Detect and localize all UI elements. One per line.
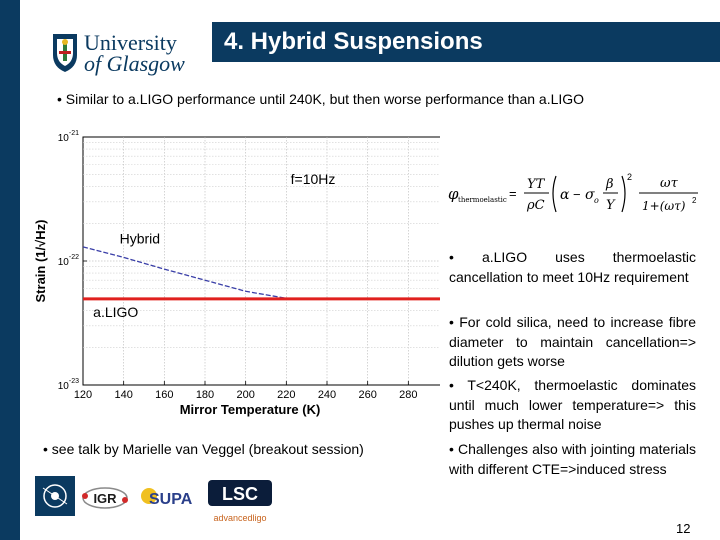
x-tick-label: 280: [399, 389, 417, 401]
formula-den1: ρC: [526, 198, 545, 213]
formula-sigma-sub: o: [594, 196, 599, 205]
x-tick-label: 220: [277, 389, 295, 401]
advligo-text: advancedligo: [213, 513, 266, 523]
x-tick-label: 140: [114, 389, 132, 401]
annotation-f10hz: f=10Hz: [291, 171, 336, 187]
strain-temperature-chart: 12014016018020022024026028030010-2110-22…: [33, 130, 440, 417]
igr-logo: IGR: [82, 487, 128, 509]
y-axis-label: Strain (1/√Hz): [33, 220, 48, 303]
thermoelastic-formula: φ thermoelastic = YT ρC α − σ o β Y 2 ωτ…: [448, 172, 698, 213]
formula-exp3: 2: [692, 196, 697, 205]
formula-equals: =: [509, 186, 517, 201]
right-bullet-2: • For cold silica, need to increase fibr…: [449, 314, 696, 369]
formula-wt: ωτ: [660, 176, 679, 191]
igr-text: IGR: [93, 491, 117, 506]
logo-line-2: of Glasgow: [84, 51, 185, 76]
supa-logo: SUPA: [141, 488, 193, 508]
supa-text: SUPA: [149, 491, 193, 508]
slide-title: 4. Hybrid Suspensions: [212, 22, 720, 62]
logo-line-1: University: [84, 30, 177, 55]
formula-lhs-sub: thermoelastic: [458, 196, 507, 204]
formula-den-y: Y: [606, 198, 616, 213]
y-tick-label: 10-22: [58, 254, 79, 268]
formula-minus: −: [573, 187, 581, 202]
series-label-hybrid: Hybrid: [120, 231, 160, 247]
lsc-logo: LSC advancedligo: [208, 480, 272, 523]
bullet-talk-reference: • see talk by Marielle van Veggel (break…: [43, 441, 364, 457]
x-tick-label: 260: [358, 389, 376, 401]
y-tick-label: 10-21: [58, 130, 79, 144]
formula-num1: YT: [527, 177, 546, 192]
crest-icon: [53, 34, 77, 72]
formula-beta: β: [605, 177, 614, 192]
stfc-logo: [35, 476, 75, 516]
x-tick-label: 240: [318, 389, 336, 401]
x-tick-label: 120: [74, 389, 92, 401]
lsc-text: LSC: [222, 484, 258, 504]
right-bullet-3: • T<240K, thermoelastic dominates until …: [449, 377, 696, 432]
formula-exp2: 2: [627, 172, 632, 182]
formula-sigma: σ: [585, 187, 595, 203]
x-tick-label: 160: [155, 389, 173, 401]
series-label-aligo: a.LIGO: [93, 304, 138, 320]
formula-alpha: α: [560, 187, 570, 203]
logo-wordmark: University of Glasgow: [84, 30, 185, 76]
bullet-summary: • Similar to a.LIGO performance until 24…: [57, 91, 585, 107]
x-axis-label: Mirror Temperature (K): [180, 402, 321, 417]
formula-lhs: φ: [448, 185, 459, 203]
x-tick-label: 200: [236, 389, 254, 401]
x-tick-label: 180: [196, 389, 214, 401]
partner-logos: IGR SUPA LSC advancedligo: [35, 476, 272, 523]
university-logo: University of Glasgow: [50, 30, 190, 78]
left-brand-band: [0, 0, 20, 540]
page-number: 12: [676, 521, 691, 536]
right-bullet-1: • a.LIGO uses thermoelastic cancellation…: [449, 249, 696, 285]
formula-den3: 1+(ωτ): [642, 199, 686, 213]
right-bullet-4: • Challenges also with jointing material…: [449, 441, 696, 477]
y-tick-label: 10-23: [58, 378, 79, 392]
